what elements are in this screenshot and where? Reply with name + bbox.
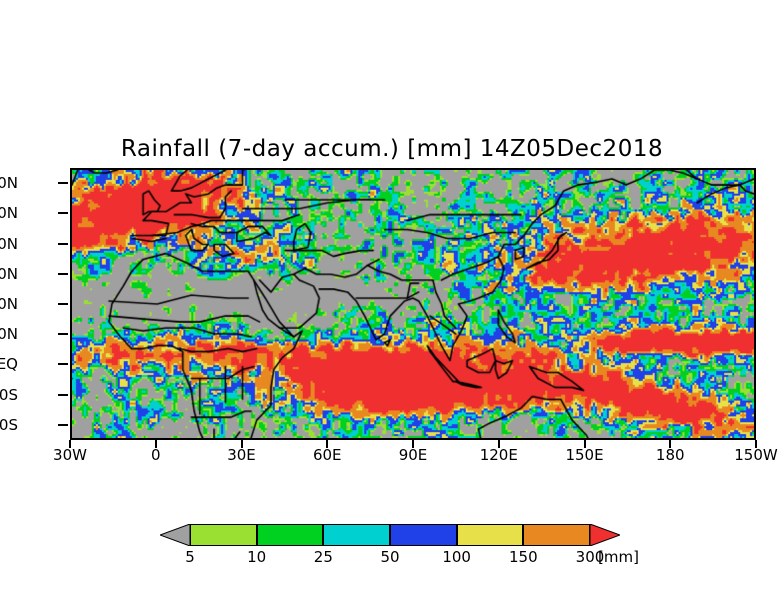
xtick-mark	[154, 440, 157, 448]
ytick-mark	[58, 333, 68, 336]
page-title: Rainfall (7-day accum.) [mm] 14Z05Dec201…	[120, 136, 664, 162]
xtick-label-150w: 150W	[734, 446, 778, 464]
xtick-label-0: 0	[150, 446, 161, 464]
xtick-mark	[583, 440, 586, 448]
ytick-label-30n: 30N	[0, 264, 18, 283]
colorbar-band-25-50	[323, 524, 390, 546]
ytick-label-40n: 40N	[0, 234, 18, 253]
colorbar	[160, 524, 620, 546]
colorbar-tick-25: 25	[313, 548, 333, 566]
ytick-mark	[58, 242, 68, 245]
ytick-label-50n: 50N	[0, 204, 18, 223]
xtick-label-180: 180	[655, 446, 685, 464]
xtick-mark	[669, 440, 672, 448]
xtick-label-120e: 120E	[479, 446, 518, 464]
ytick-mark	[58, 272, 68, 275]
xtick-label-30e: 30E	[227, 446, 256, 464]
xtick-label-150e: 150E	[565, 446, 604, 464]
colorbar-tick-50: 50	[380, 548, 400, 566]
colorbar-tick-100: 100	[442, 548, 471, 566]
ytick-label-20s: 20S	[0, 415, 18, 434]
xtick-mark	[755, 440, 757, 448]
xtick-mark	[497, 440, 500, 448]
xtick-label-90e: 90E	[398, 446, 428, 464]
rainfall-map-plot	[70, 168, 756, 440]
colorbar-band-150-300	[523, 524, 590, 546]
colorbar-tick-5: 5	[185, 548, 195, 566]
ytick-mark	[58, 212, 68, 215]
rainfall-heatmap-canvas	[72, 170, 754, 438]
xtick-mark	[240, 440, 243, 448]
ytick-mark	[58, 182, 68, 185]
ytick-mark	[58, 363, 68, 366]
colorbar-tick-150: 150	[509, 548, 538, 566]
colorbar-band-10-25	[256, 524, 324, 546]
colorbar-tick-300: 300	[575, 548, 605, 566]
ytick-label-20n: 20N	[0, 295, 18, 313]
xtick-mark	[326, 440, 329, 448]
colorbar-band-50-100	[390, 524, 457, 546]
colorbar-tick-10: 10	[247, 548, 267, 566]
colorbar-arrow-tips	[160, 524, 620, 546]
colorbar-band-100-150	[456, 524, 524, 546]
ytick-label-eq: EQ	[0, 355, 18, 374]
ytick-label-10s: 10S	[0, 385, 18, 404]
ytick-label-10n: 10N	[0, 325, 18, 344]
ytick-mark	[58, 393, 68, 396]
xtick-label-30w: 30W	[53, 446, 87, 464]
ytick-mark	[58, 423, 68, 426]
xtick-mark	[69, 440, 71, 448]
xtick-label-60e: 60E	[312, 446, 342, 464]
ytick-mark	[58, 303, 68, 305]
ytick-label-60n: 60N	[0, 174, 18, 193]
xtick-mark	[412, 440, 414, 448]
colorbar-units-label: [mm]	[598, 548, 639, 566]
